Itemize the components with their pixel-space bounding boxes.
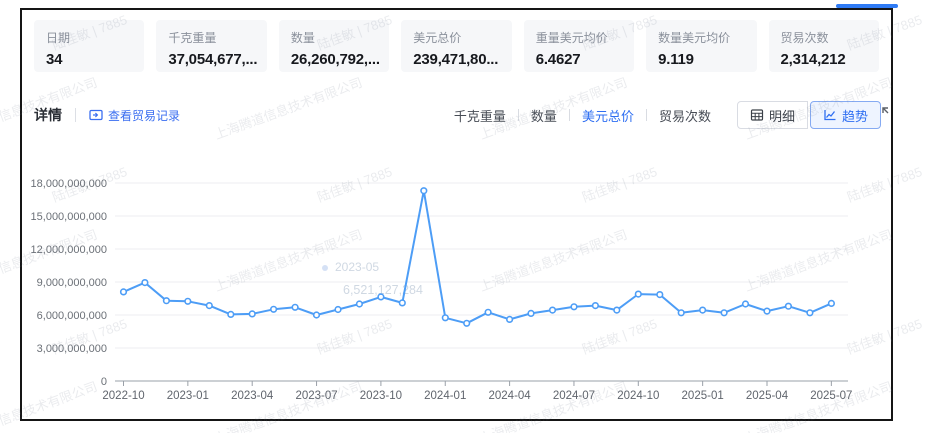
trend-view-label: 趋势 [841,108,868,124]
stat-label: 日期 [46,31,71,45]
chart-toolbar: 详情 查看贸易记录 千克重量 数量 美元总价 贸易次数 [34,100,881,130]
stat-card-date: 日期 34 [34,20,145,72]
stat-card-usd-per-quantity: 数量美元均价 9.119 [646,20,757,72]
stat-value: 37,054,677,... [168,51,258,68]
metric-usd-total[interactable]: 美元总价 [581,108,634,124]
tooltip-date: 2023-05 [335,260,380,274]
stat-label: 美元总价 [413,31,462,45]
metric-trade-count[interactable]: 贸易次数 [658,108,711,124]
stat-label: 数量美元均价 [658,31,731,45]
metric-separator [517,109,519,121]
stat-card-usd-per-weight: 重量美元均价 6.4627 [523,20,635,72]
table-icon [750,109,764,121]
stat-label: 重量美元均价 [535,31,608,45]
section-title: 详情 [34,107,62,123]
toolbar-right: 千克重量 数量 美元总价 贸易次数 明细 [454,101,881,129]
trade-records-icon [89,109,103,121]
stat-card-usd-total: 美元总价 239,471,80... [401,20,512,72]
stat-value: 26,260,792,... [290,51,380,68]
toolbar-left: 详情 查看贸易记录 [34,105,180,125]
stat-card-quantity: 数量 26,260,792,... [278,20,390,72]
fullscreen-icon[interactable] [881,106,893,124]
stat-label: 贸易次数 [780,31,829,45]
toolbar-divider [75,108,76,122]
stat-card-trade-count: 贸易次数 2,314,212 [768,20,879,72]
metric-kg-weight[interactable]: 千克重量 [453,108,506,124]
detail-view-button[interactable]: 明细 [736,101,808,129]
stat-value: 9.119 [658,51,694,68]
stat-label: 数量 [290,31,315,45]
stat-value: 239,471,80... [413,51,499,68]
ghost-tooltip: 2023-05 6,521,127,284 [322,260,423,297]
stat-card-kg-weight: 千克重量 37,054,677,... [156,20,267,72]
view-trade-records-label: 查看贸易记录 [108,108,181,123]
stat-label: 千克重量 [168,31,217,45]
view-switch: 明细 趋势 [736,101,881,129]
tooltip-series-dot [322,264,328,271]
stat-cards-row: 日期 34 千克重量 37,054,677,... 数量 26,260,792,… [34,20,879,72]
stat-value: 34 [46,51,63,68]
active-tab-indicator [836,4,898,8]
stat-value: 6.4627 [535,51,581,68]
detail-panel: 日期 34 千克重量 37,054,677,... 数量 26,260,792,… [20,8,893,421]
metric-separator [645,109,647,121]
view-trade-records-link[interactable]: 查看贸易记录 [89,107,180,124]
metric-quantity[interactable]: 数量 [530,108,557,124]
stat-value: 2,314,212 [780,51,846,68]
detail-view-label: 明细 [768,108,795,124]
metric-separator [568,109,570,121]
tooltip-value: 6,521,127,284 [343,283,423,297]
trend-view-button[interactable]: 趋势 [809,101,881,129]
line-chart-icon [824,110,836,121]
metric-toggle-group: 千克重量 数量 美元总价 贸易次数 [454,106,711,125]
